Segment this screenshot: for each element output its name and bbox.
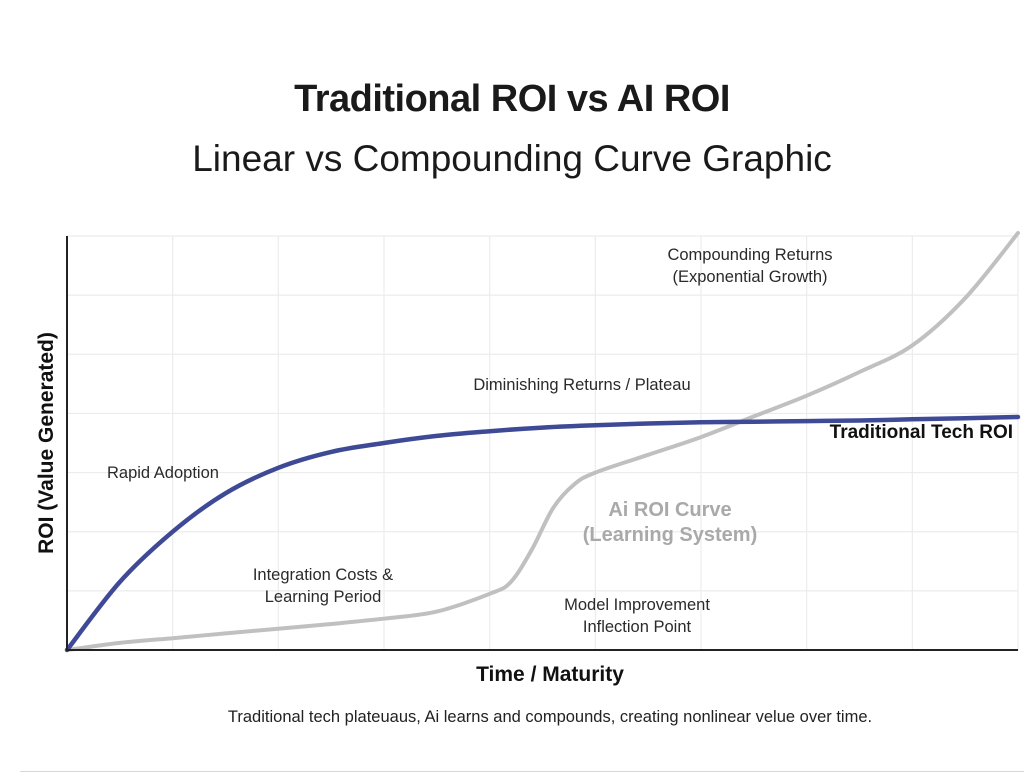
annotation-inflection-line2: Inflection Point xyxy=(583,618,692,636)
chart-title: Traditional ROI vs AI ROI xyxy=(294,78,730,120)
bottom-divider xyxy=(20,771,1024,772)
annotation-compounding-line2: (Exponential Growth) xyxy=(673,268,828,286)
chart-subtitle: Linear vs Compounding Curve Graphic xyxy=(192,138,832,179)
series-line-traditional xyxy=(64,414,1021,653)
annotation-integration-line2: Learning Period xyxy=(265,588,382,606)
chart-grid xyxy=(67,235,1019,650)
series-line-ai xyxy=(65,231,1020,652)
annotation-compounding-line1: Compounding Returns xyxy=(667,246,832,264)
annotation-rapid-adoption: Rapid Adoption xyxy=(107,464,219,482)
series-label-traditional: Traditional Tech ROI xyxy=(830,422,1013,443)
x-axis-title: Time / Maturity xyxy=(476,663,624,686)
annotation-inflection-line1: Model Improvement xyxy=(564,596,710,614)
annotation-diminishing-returns: Diminishing Returns / Plateau xyxy=(473,376,690,394)
series-label-ai-line1: Ai ROI Curve xyxy=(608,499,731,521)
chart-caption: Traditional tech plateuaus, Ai learns an… xyxy=(227,708,873,726)
series-label-ai-line2: (Learning System) xyxy=(583,524,757,546)
annotation-integration-line1: Integration Costs & xyxy=(253,566,393,584)
chart-series xyxy=(64,231,1021,653)
y-axis-title: ROI (Value Generated) xyxy=(35,332,58,554)
